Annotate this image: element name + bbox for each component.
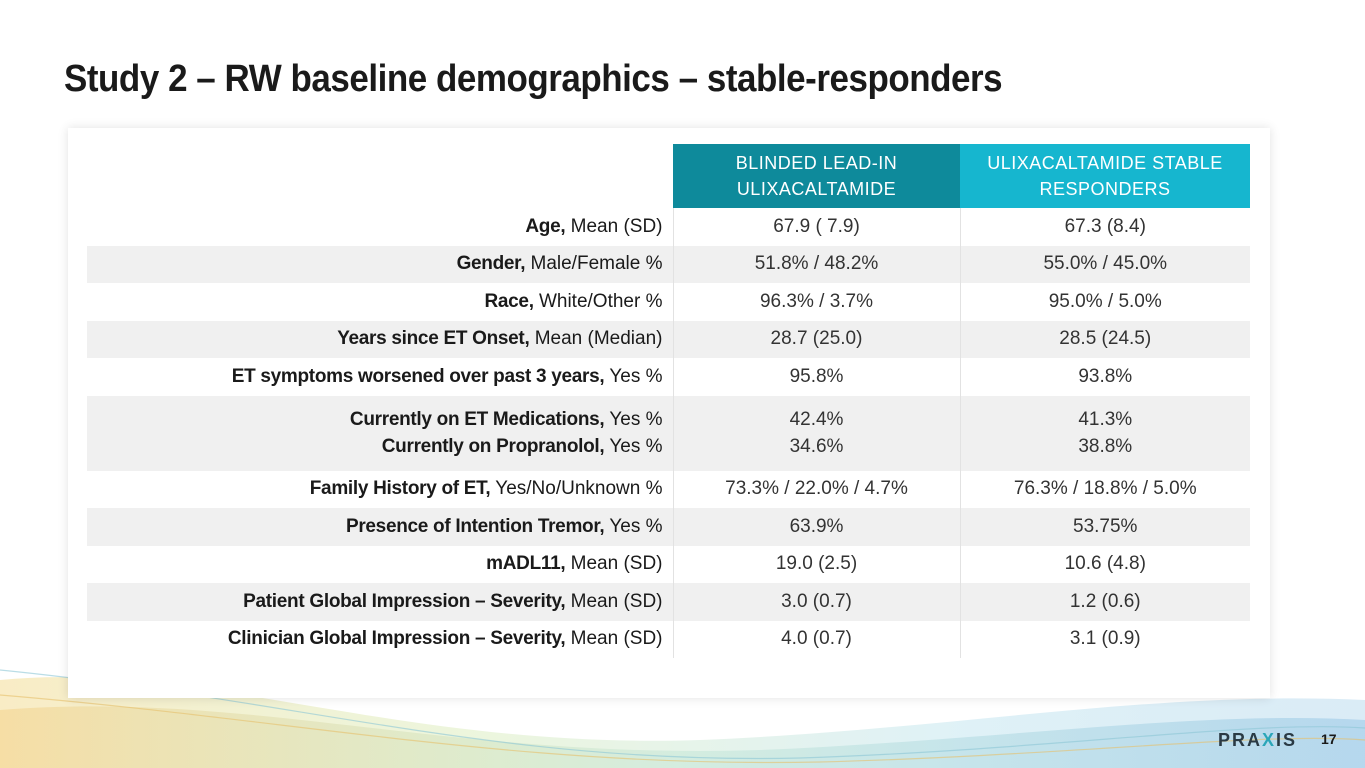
table-row: Gender, Male/Female % 51.8% / 48.2% 55.0… bbox=[87, 245, 1250, 283]
table-row: mADL11, Mean (SD) 19.0 (2.5) 10.6 (4.8) bbox=[87, 545, 1250, 583]
cell-blinded: 3.0 (0.7) bbox=[672, 583, 960, 621]
table-row: Clinician Global Impression – Severity, … bbox=[87, 620, 1250, 658]
header-blinded-lead-in: BLINDED LEAD-IN ULIXACALTAMIDE bbox=[673, 144, 960, 208]
cell-stable: 28.5 (24.5) bbox=[959, 320, 1250, 358]
header-stable-responders: ULIXACALTAMIDE STABLE RESPONDERS bbox=[960, 144, 1250, 208]
cell-stable: 67.3 (8.4) bbox=[959, 208, 1250, 246]
cell-blinded: 19.0 (2.5) bbox=[672, 545, 960, 583]
row-label: Years since ET Onset, Mean (Median) bbox=[87, 320, 673, 358]
table-row: Family History of ET, Yes/No/Unknown % 7… bbox=[87, 470, 1250, 508]
table-row: Presence of Intention Tremor, Yes % 63.9… bbox=[87, 508, 1250, 546]
cell-blinded: 42.4% 34.6% bbox=[672, 395, 960, 471]
row-label: Race, White/Other % bbox=[484, 290, 663, 312]
row-label: mADL11, Mean (SD) bbox=[486, 553, 663, 575]
demographics-table: BLINDED LEAD-IN ULIXACALTAMIDE ULIXACALT… bbox=[87, 144, 1250, 658]
row-label: Patient Global Impression – Severity, Me… bbox=[87, 583, 673, 621]
row-label: Currently on ET Medications, Yes % Curre… bbox=[87, 395, 673, 471]
row-label: Presence of Intention Tremor, Yes % bbox=[87, 508, 673, 546]
row-label: Clinician Global Impression – Severity, … bbox=[227, 628, 663, 650]
row-label: Family History of ET, Yes/No/Unknown % bbox=[309, 478, 663, 500]
row-label: ET symptoms worsened over past 3 years, … bbox=[231, 365, 663, 387]
table-card: BLINDED LEAD-IN ULIXACALTAMIDE ULIXACALT… bbox=[68, 128, 1270, 698]
cell-stable: 10.6 (4.8) bbox=[959, 545, 1250, 583]
cell-stable: 95.0% / 5.0% bbox=[959, 283, 1250, 321]
cell-stable: 93.8% bbox=[959, 358, 1250, 396]
page-title: Study 2 – RW baseline demographics – sta… bbox=[64, 58, 1003, 100]
header-blank bbox=[87, 144, 673, 208]
row-label: Age, Mean (SD) bbox=[525, 215, 663, 237]
cell-blinded: 4.0 (0.7) bbox=[672, 620, 960, 658]
row-label: Gender, Male/Female % bbox=[87, 245, 673, 283]
cell-stable: 53.75% bbox=[959, 508, 1250, 546]
table-row: Years since ET Onset, Mean (Median) 28.7… bbox=[87, 320, 1250, 358]
cell-blinded: 51.8% / 48.2% bbox=[672, 245, 960, 283]
table-row: Race, White/Other % 96.3% / 3.7% 95.0% /… bbox=[87, 283, 1250, 321]
cell-stable: 41.3% 38.8% bbox=[959, 395, 1250, 471]
cell-stable: 55.0% / 45.0% bbox=[959, 245, 1250, 283]
table-header-row: BLINDED LEAD-IN ULIXACALTAMIDE ULIXACALT… bbox=[87, 144, 1250, 208]
cell-stable: 1.2 (0.6) bbox=[959, 583, 1250, 621]
table-row: ET symptoms worsened over past 3 years, … bbox=[87, 358, 1250, 396]
table-row: Currently on ET Medications, Yes % Curre… bbox=[87, 395, 1250, 471]
cell-blinded: 95.8% bbox=[672, 358, 960, 396]
page-number: 17 bbox=[1321, 731, 1337, 747]
cell-blinded: 67.9 ( 7.9) bbox=[672, 208, 960, 246]
logo-x-mark: X bbox=[1262, 730, 1277, 750]
cell-blinded: 73.3% / 22.0% / 4.7% bbox=[672, 470, 960, 508]
praxis-logo: PRAXIS bbox=[1218, 730, 1298, 750]
decorative-waves bbox=[0, 669, 1365, 768]
table-row: Age, Mean (SD) 67.9 ( 7.9) 67.3 (8.4) bbox=[87, 208, 1250, 246]
cell-blinded: 63.9% bbox=[672, 508, 960, 546]
cell-blinded: 28.7 (25.0) bbox=[672, 320, 960, 358]
cell-stable: 76.3% / 18.8% / 5.0% bbox=[959, 470, 1250, 508]
cell-blinded: 96.3% / 3.7% bbox=[672, 283, 960, 321]
table-row: Patient Global Impression – Severity, Me… bbox=[87, 583, 1250, 621]
cell-stable: 3.1 (0.9) bbox=[959, 620, 1250, 658]
